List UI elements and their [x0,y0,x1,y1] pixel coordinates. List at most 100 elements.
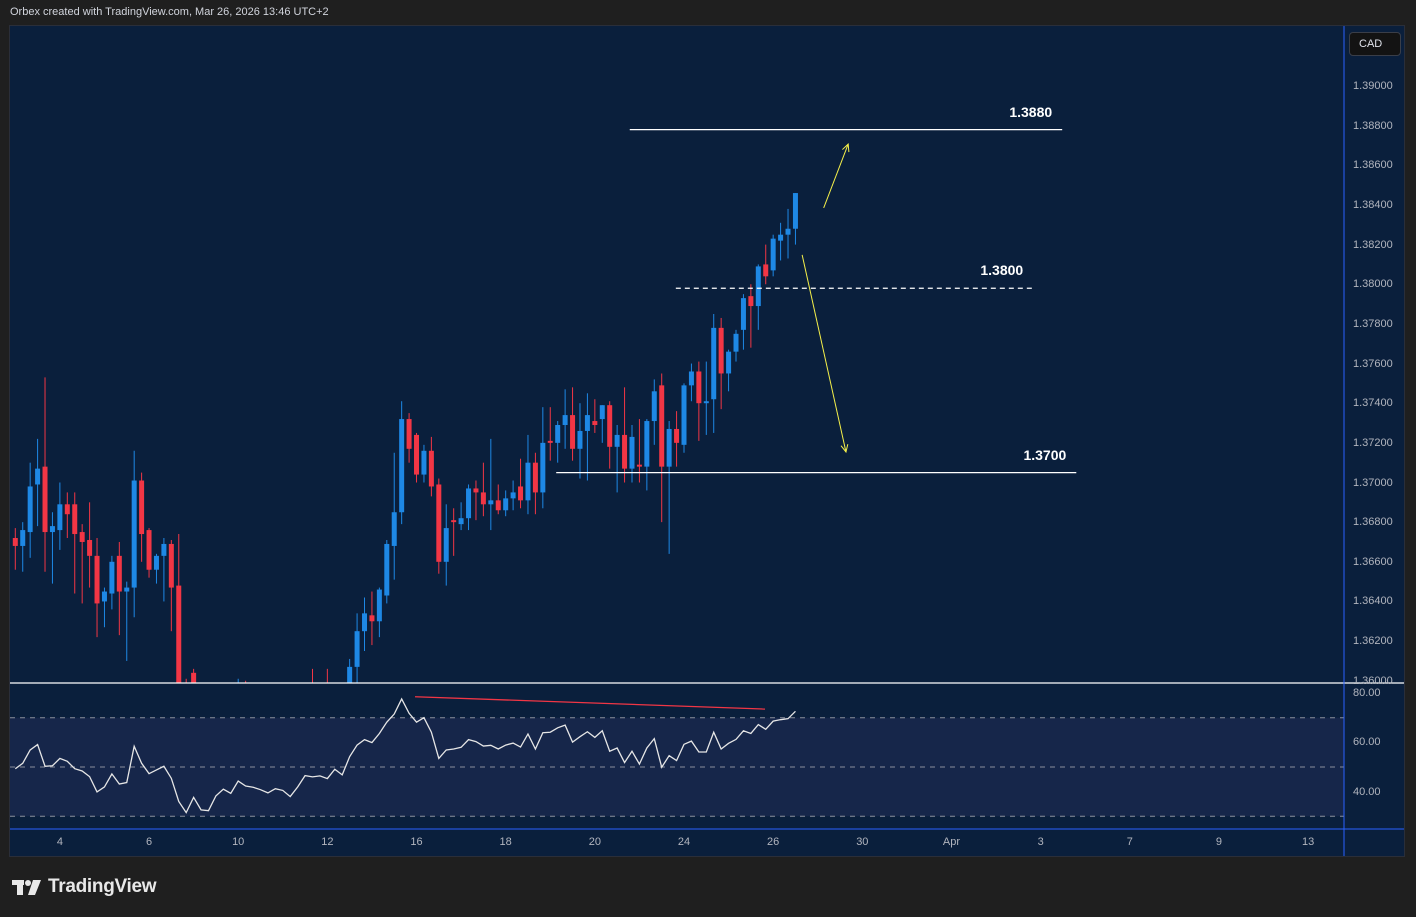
candle-down [570,415,576,449]
candle-down [139,480,145,535]
candle-up [629,436,635,469]
candle-down [168,543,174,588]
chart-frame [9,25,1405,857]
candle-down [718,327,724,374]
level-label-1.3800: 1.3800 [980,262,1024,279]
candle-down [42,466,48,533]
candle-up [376,589,382,622]
candle-down [473,488,479,493]
candle-down [369,615,375,622]
candle-up [703,401,709,404]
candle-down [451,520,457,523]
candle-up [740,298,746,330]
candle-up [792,193,798,229]
rsi-tick-label: 80.00 [1353,687,1381,700]
price-tick-label: 1.38800 [1353,119,1393,132]
candle-up [421,450,427,475]
candle-up [503,498,509,511]
chart-credit-header: Orbex created with TradingView.com, Mar … [10,6,329,18]
candle-down [659,385,665,467]
price-tick-label: 1.36400 [1353,595,1393,608]
price-tick-label: 1.37800 [1353,317,1393,330]
time-tick-label: 24 [677,836,691,848]
candle-up [688,371,694,386]
candle-up [49,526,55,533]
candle-up [599,405,605,420]
rsi-divergence-line [415,696,766,710]
price-tick-label: 1.38200 [1353,238,1393,251]
time-tick-label: Apr [942,836,961,848]
candle-up [733,333,739,352]
candle-up [770,238,776,271]
candle-up [577,430,583,449]
candle-up [681,385,687,445]
candle-down [636,464,642,467]
candle-up [755,266,761,307]
candle-up [488,500,494,505]
tradingview-logo-text: TradingView [48,876,157,897]
price-tick-label: 1.36600 [1353,555,1393,568]
price-tick-label: 1.38000 [1353,278,1393,291]
candle-up [131,480,137,588]
arrow-down-head [840,444,849,454]
arrow-up-head [842,143,850,153]
arrow-down-line [801,254,847,453]
candle-down [94,555,100,604]
candle-up [384,543,390,596]
time-tick-label: 12 [321,836,334,848]
candle-up [466,488,472,519]
candle-up [101,591,107,602]
tradingview-logo[interactable]: TradingView [12,876,157,898]
time-tick-label: 16 [410,836,423,848]
candle-down [414,434,420,475]
price-tick-label: 1.37400 [1353,397,1393,410]
candle-down [674,428,680,443]
candle-down [480,492,486,505]
candle-up [354,631,360,667]
candle-down [12,538,18,546]
candle-up [20,530,26,546]
candle-down [72,504,78,535]
candle-down [763,264,769,277]
price-tick-label: 1.37200 [1353,436,1393,449]
candle-down [547,440,553,443]
candle-up [651,391,657,422]
time-tick-label: 6 [145,836,153,848]
currency-button[interactable]: CAD [1349,32,1401,56]
time-tick-label: 18 [499,836,512,848]
candle-down [696,371,702,404]
candle-down [748,296,754,307]
candle-down [592,421,598,426]
level-label-1.3880: 1.3880 [1009,103,1053,120]
candles-group [12,129,1077,683]
candle-up [347,666,353,683]
candle-up [562,415,568,426]
tradingview-logo-icon [12,880,41,895]
candle-up [27,486,33,533]
candle-up [726,351,732,374]
candle-down [191,672,197,683]
time-tick-label: 26 [767,836,780,848]
time-tick-label: 3 [1037,836,1044,848]
candle-down [607,405,613,447]
candle-up [510,492,516,499]
candle-up [161,543,167,556]
candle-up [399,419,405,513]
candle-up [614,434,620,447]
candle-up [109,561,115,594]
candle-up [362,613,368,632]
time-tick-label: 13 [1301,836,1315,848]
candle-down [495,500,501,511]
price-tick-label: 1.36800 [1353,516,1393,529]
candle-up [458,518,464,525]
candle-up [525,462,531,501]
candle-up [584,415,590,431]
candle-down [406,419,412,449]
time-tick-label: 9 [1215,836,1223,848]
time-tick-label: 4 [56,836,63,848]
candle-down [622,434,628,469]
arrow-up-line [823,143,849,209]
time-tick-label: 20 [588,836,601,848]
level-label-1.3700: 1.3700 [1023,446,1067,463]
